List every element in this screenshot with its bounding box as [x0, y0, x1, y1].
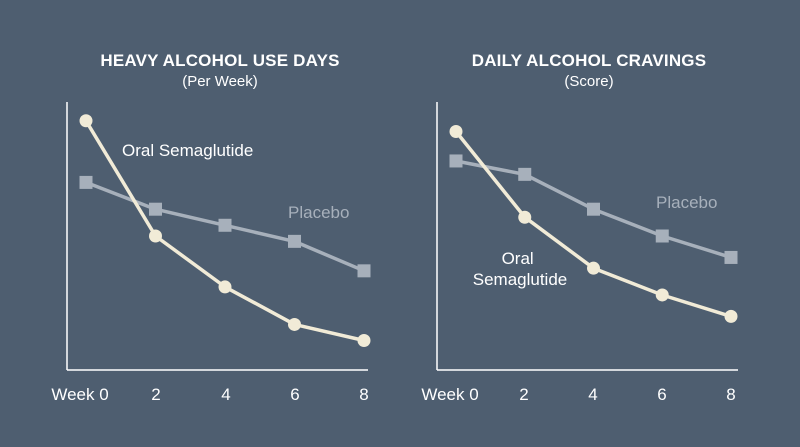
series-label-semaglutide: Oral Semaglutide [473, 249, 568, 289]
data-point-placebo [357, 264, 371, 278]
data-point-semaglutide [655, 288, 669, 302]
data-point-placebo [655, 229, 669, 243]
series-label-placebo: Placebo [656, 193, 717, 212]
x-tick-labels: Week 0 2 4 6 8 [51, 385, 368, 404]
x-tick-labels: Week 0 2 4 6 8 [421, 385, 735, 404]
x-tick-label: Week 0 [51, 385, 108, 404]
x-tick-label: Week 0 [421, 385, 478, 404]
data-point-placebo [149, 202, 162, 216]
series-label-line: Oral Semaglutide [122, 141, 253, 160]
data-point-placebo [79, 175, 93, 189]
data-point-semaglutide [357, 334, 371, 348]
data-point-semaglutide [288, 317, 301, 331]
plot-area [449, 124, 738, 323]
data-point-placebo [518, 167, 532, 181]
data-point-semaglutide [587, 261, 600, 275]
x-tick-label: 4 [588, 385, 597, 404]
series-label-placebo: Placebo [288, 203, 349, 222]
data-point-placebo [218, 218, 232, 232]
x-tick-label: 2 [151, 385, 160, 404]
x-tick-label: 6 [290, 385, 299, 404]
data-point-placebo [587, 202, 600, 216]
x-tick-label: 4 [221, 385, 230, 404]
data-point-semaglutide [724, 309, 738, 323]
chart-heavy-alcohol-use-days: HEAVY ALCOHOL USE DAYS (Per Week) Week 0… [51, 51, 371, 404]
data-point-semaglutide [218, 280, 232, 294]
series-label-line: Oral [502, 249, 534, 268]
data-point-semaglutide [149, 229, 162, 243]
data-point-semaglutide [518, 210, 532, 224]
data-point-semaglutide [79, 114, 93, 128]
x-tick-label: 2 [519, 385, 528, 404]
x-tick-label: 8 [726, 385, 735, 404]
x-tick-label: 8 [359, 385, 368, 404]
data-point-placebo [449, 154, 463, 168]
chart-subtitle: (Score) [564, 73, 613, 90]
series-label-line: Semaglutide [473, 270, 568, 289]
data-point-semaglutide [449, 124, 463, 138]
chart-daily-alcohol-cravings: DAILY ALCOHOL CRAVINGS (Score) Week 0 2 … [421, 51, 738, 404]
plot-area [79, 114, 371, 348]
chart-title: HEAVY ALCOHOL USE DAYS [100, 51, 339, 70]
series-label-semaglutide: Oral Semaglutide [122, 141, 253, 160]
x-tick-label: 6 [657, 385, 666, 404]
data-point-placebo [288, 234, 301, 248]
data-point-placebo [724, 250, 738, 264]
chart-subtitle: (Per Week) [182, 73, 258, 90]
chart-title: DAILY ALCOHOL CRAVINGS [472, 51, 707, 70]
